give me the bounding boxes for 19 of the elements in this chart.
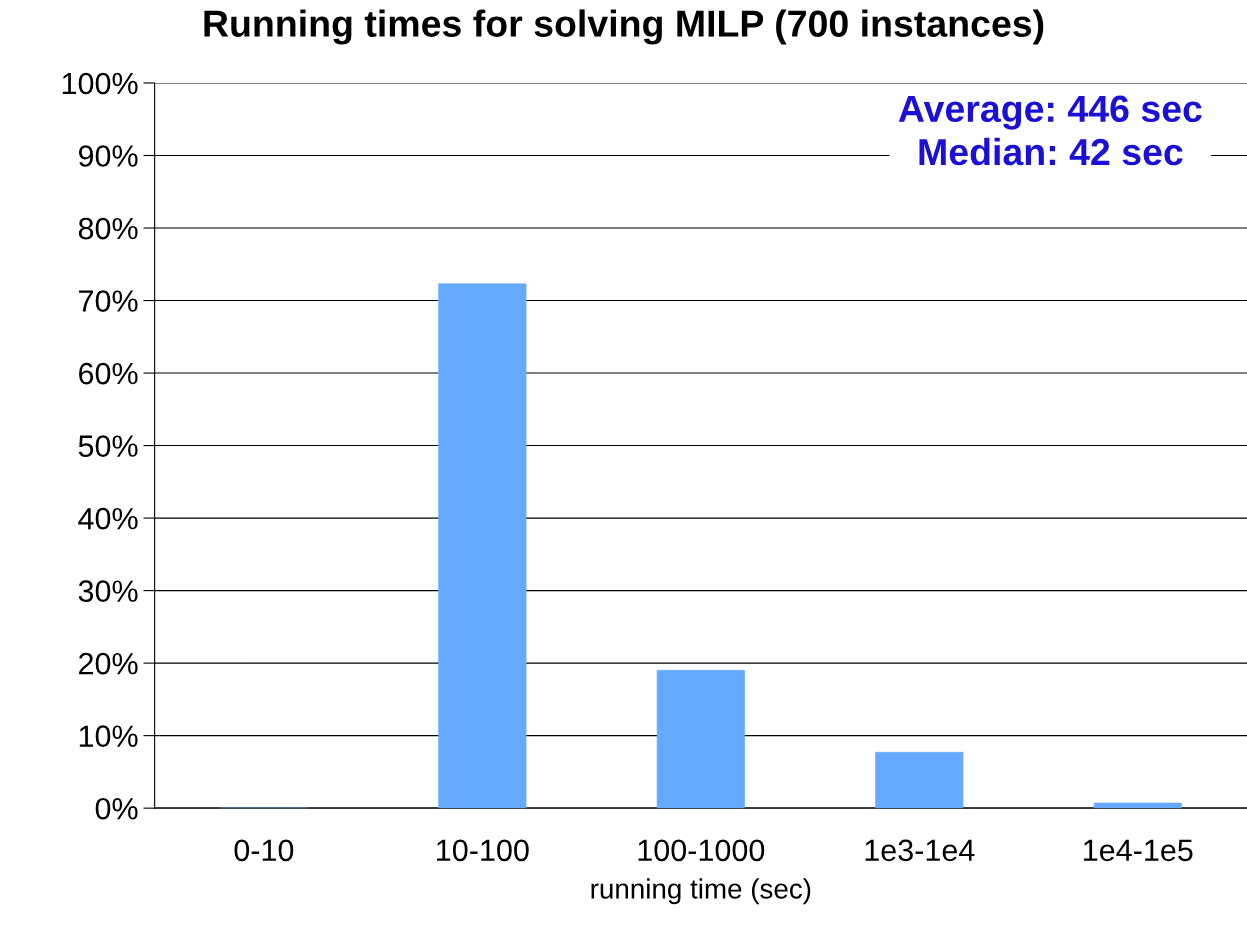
y-tick-label: 40% [78,507,138,530]
annotation: Average: 446 sec Median: 42 sec [898,95,1202,166]
x-tick-label: 100-1000 [638,839,765,862]
y-tick-label: 60% [79,362,138,385]
y-tick-label: 70% [79,290,138,312]
y-tick-label: 90% [78,145,138,167]
x-tick-label: 1e3-1e4 [865,839,975,862]
y-tick-label: 20% [79,652,138,675]
x-tick-label: 10-100 [437,839,529,862]
y-tick-label: 80% [78,217,138,240]
y-tick-label: 10% [79,725,138,748]
x-tick-label: 1e4-1e5 [1084,839,1193,862]
y-tick-label: 100% [62,72,138,95]
y-tick-label: 0% [95,797,138,820]
y-tick-label: 30% [78,580,138,602]
y-tick-label: 50% [78,435,138,457]
x-axis-title: running time (sec) [591,878,811,905]
chart-title: Running times for solving MILP (700 instances) [204,9,1044,45]
x-tick-label: 0-10 [234,839,294,862]
